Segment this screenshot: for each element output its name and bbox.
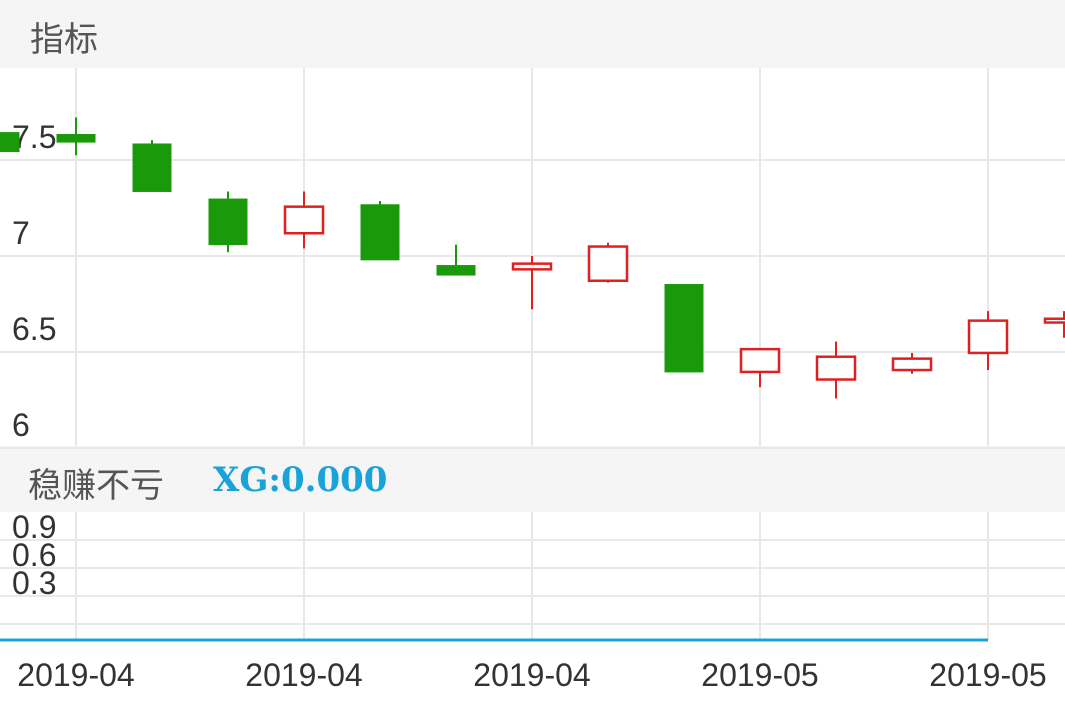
candle-body [511, 262, 553, 271]
indicator-panel-header [0, 0, 1065, 68]
x-tick-label: 2019-05 [701, 657, 818, 693]
candle-body [436, 265, 476, 276]
x-tick-label: 2019-05 [929, 657, 1046, 693]
candle-body [664, 284, 704, 373]
candle-body [587, 245, 629, 282]
candle-body [815, 355, 857, 381]
candle-body [739, 347, 781, 374]
bottom-y-tick-label: 0.6 [12, 537, 56, 573]
candle-body [360, 204, 400, 261]
candle-body [967, 319, 1009, 355]
top-y-tick-label: 6.5 [12, 311, 56, 347]
bottom-y-tick-label: 0.3 [12, 565, 56, 601]
candle-body [208, 198, 248, 246]
x-tick-label: 2019-04 [17, 657, 134, 693]
candle-body [0, 132, 20, 153]
candle-body [132, 143, 172, 192]
strategy-panel-header [0, 446, 1065, 512]
candle-body [1043, 317, 1065, 324]
strategy-panel-title: 稳赚不亏 [28, 466, 164, 506]
x-tick-label: 2019-04 [473, 657, 590, 693]
candle-body [283, 205, 325, 235]
candle-body [891, 357, 933, 372]
bottom-y-tick-label: 0.9 [12, 509, 56, 545]
indicator-panel-title: 指标 [30, 20, 98, 60]
x-tick-label: 2019-04 [245, 657, 362, 693]
top-y-tick-label: 6 [12, 407, 30, 443]
candle-body [56, 133, 96, 143]
xg-value-label: XG:0.000 [213, 460, 388, 500]
top-y-tick-label: 7 [12, 215, 30, 251]
